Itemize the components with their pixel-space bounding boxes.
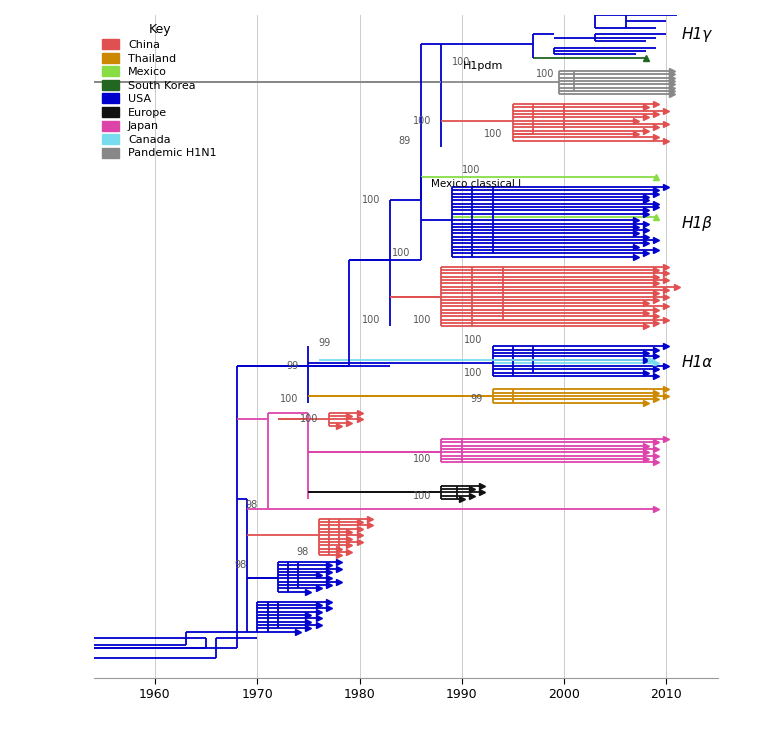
Text: 100: 100 [362, 195, 380, 206]
Text: 98: 98 [296, 547, 308, 557]
Text: 100: 100 [484, 129, 503, 139]
Text: 99: 99 [319, 338, 331, 348]
Text: H1γ: H1γ [682, 27, 712, 42]
Text: 100: 100 [452, 58, 470, 67]
Text: 100: 100 [413, 116, 431, 125]
Legend: China, Thailand, Mexico, South Korea, USA, Europe, Japan, Canada, Pandemic H1N1: China, Thailand, Mexico, South Korea, US… [99, 20, 220, 162]
Text: 100: 100 [392, 249, 411, 258]
Text: 100: 100 [536, 69, 554, 79]
Text: 100: 100 [300, 414, 319, 424]
Text: 100: 100 [413, 454, 431, 464]
Text: 100: 100 [362, 315, 380, 324]
Text: 100: 100 [464, 368, 482, 378]
Text: H1pdm: H1pdm [463, 61, 503, 71]
Text: 99: 99 [470, 394, 482, 405]
Text: 100: 100 [464, 335, 482, 345]
Text: 98: 98 [235, 560, 247, 570]
Text: 100: 100 [413, 491, 431, 501]
Text: Mexico classical I: Mexico classical I [431, 179, 521, 189]
Text: H1α: H1α [682, 355, 713, 370]
Text: 100: 100 [462, 165, 480, 176]
Text: 100: 100 [413, 315, 431, 324]
Text: 98: 98 [245, 501, 257, 510]
Text: 99: 99 [286, 361, 298, 371]
Text: H1β: H1β [682, 216, 713, 231]
Text: 89: 89 [399, 136, 411, 146]
Text: 100: 100 [280, 394, 298, 405]
